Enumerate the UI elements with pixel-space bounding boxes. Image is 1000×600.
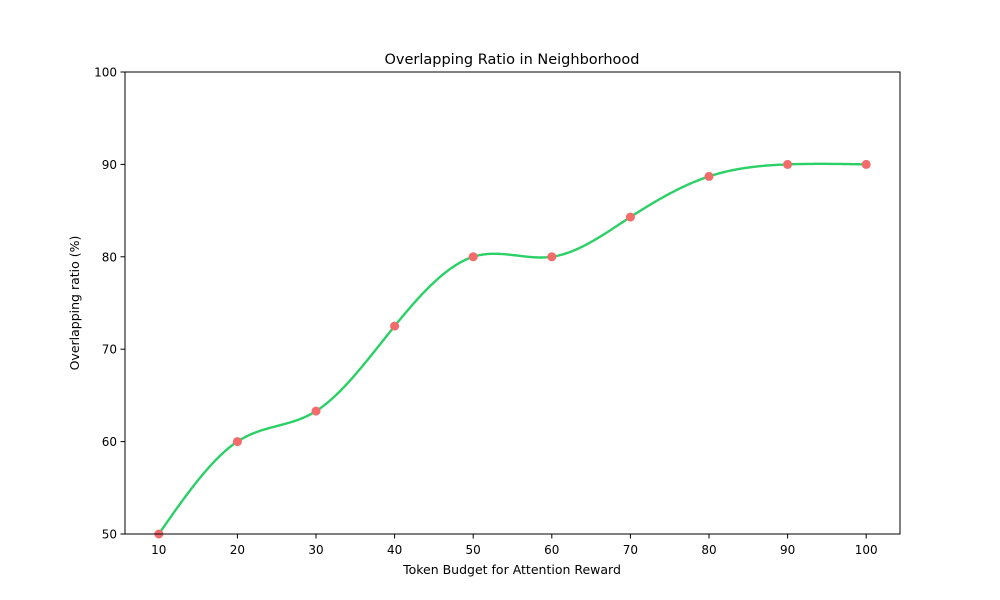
- x-tick-label: 30: [308, 543, 323, 557]
- y-tick-label: 90: [102, 158, 117, 172]
- data-point: [390, 321, 400, 331]
- series-line: [157, 162, 868, 536]
- y-axis-label: Overlapping ratio (%): [67, 236, 82, 371]
- y-tick-label: 50: [102, 528, 117, 542]
- x-tick-label: 70: [623, 543, 638, 557]
- data-points: [154, 159, 871, 539]
- y-tick-label: 80: [102, 250, 117, 264]
- data-point: [311, 406, 321, 416]
- x-tick-label: 10: [151, 543, 166, 557]
- x-tick-label: 80: [701, 543, 716, 557]
- y-axis: 50 60 70 80 90 100: [94, 66, 125, 542]
- data-point: [704, 171, 714, 181]
- data-point: [547, 252, 557, 262]
- x-tick-label: 40: [387, 543, 402, 557]
- y-tick-label: 60: [102, 435, 117, 449]
- y-tick-label: 100: [94, 66, 117, 80]
- x-axis-label: Token Budget for Attention Reward: [402, 562, 621, 577]
- y-tick-label: 70: [102, 343, 117, 357]
- x-tick-label: 50: [466, 543, 481, 557]
- x-tick-label: 60: [544, 543, 559, 557]
- chart-title: Overlapping Ratio in Neighborhood: [384, 52, 639, 68]
- x-tick-label: 100: [855, 543, 878, 557]
- plot-frame: [124, 71, 901, 535]
- data-point: [783, 159, 793, 169]
- data-point: [232, 437, 242, 447]
- x-axis: 10 20 30 40 50 60 70 80 90 100: [151, 534, 878, 557]
- x-tick-label: 90: [780, 543, 795, 557]
- data-point: [625, 212, 635, 222]
- data-point: [861, 159, 871, 169]
- data-point: [468, 252, 478, 262]
- x-tick-label: 20: [230, 543, 245, 557]
